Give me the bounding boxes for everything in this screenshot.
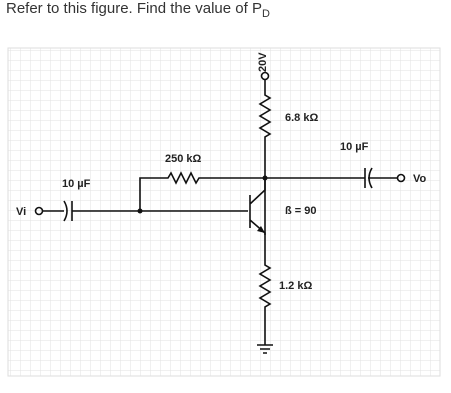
beta-label: ß = 90 bbox=[285, 205, 317, 217]
output-capacitor-label: 10 µF bbox=[340, 141, 369, 153]
question-text: Refer to this figure. Find the value of … bbox=[6, 0, 262, 17]
question-subscript: D bbox=[261, 8, 270, 20]
input-capacitor-label: 10 µF bbox=[62, 178, 91, 190]
wires bbox=[34, 71, 406, 354]
base-resistor-label: 250 kΩ bbox=[165, 153, 202, 165]
supply-label: 20V bbox=[257, 52, 269, 72]
input-label: Vi bbox=[16, 206, 26, 218]
question: Refer to this figure. Find the value of … bbox=[6, 0, 270, 20]
grid bbox=[7, 47, 441, 377]
output-label: Vo bbox=[413, 173, 427, 185]
emitter-resistor-label: 1.2 kΩ bbox=[279, 280, 312, 292]
collector-resistor-label: 6.8 kΩ bbox=[285, 112, 318, 124]
